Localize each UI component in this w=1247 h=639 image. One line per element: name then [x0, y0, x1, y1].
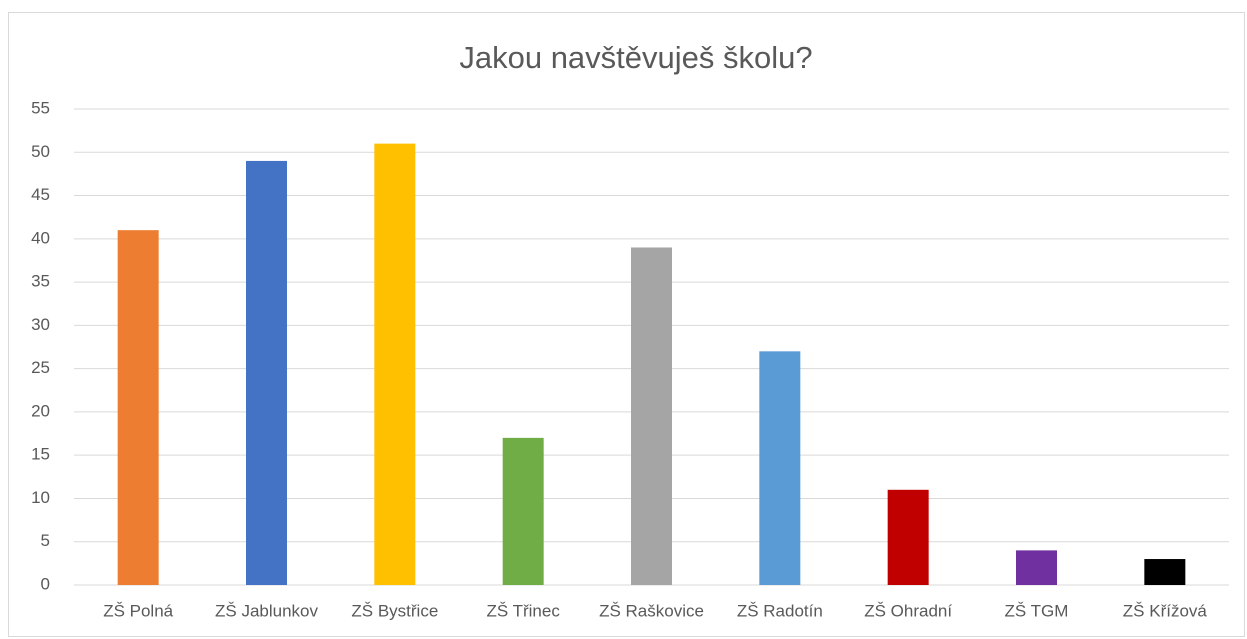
x-tick-label: ZŠ Jablunkov	[215, 601, 318, 620]
x-tick-label: ZŠ Radotín	[737, 601, 823, 620]
x-tick-label: ZŠ Raškovice	[599, 601, 704, 620]
x-tick-label: ZŠ Bystřice	[351, 601, 438, 620]
x-tick-label: ZŠ Třinec	[486, 601, 560, 620]
bar	[374, 143, 416, 586]
y-tick-label: 40	[31, 228, 50, 247]
bar	[1144, 559, 1186, 585]
y-tick-label: 50	[31, 142, 50, 161]
bar	[117, 230, 159, 585]
x-tick-label: ZŠ Křížová	[1123, 601, 1208, 620]
y-tick-label: 35	[31, 272, 50, 291]
y-tick-label: 55	[31, 98, 50, 117]
y-tick-label: 10	[31, 488, 50, 507]
y-tick-label: 45	[31, 185, 50, 204]
bar	[631, 247, 672, 586]
bar	[759, 351, 801, 585]
y-tick-label: 15	[31, 445, 50, 464]
y-tick-label: 25	[31, 358, 50, 377]
chart-border	[8, 12, 1245, 637]
y-tick-label: 20	[31, 401, 50, 420]
bar	[246, 160, 287, 585]
bar	[502, 437, 544, 585]
y-tick-label: 5	[41, 531, 50, 550]
x-tick-label: ZŠ TGM	[1005, 601, 1069, 620]
y-tick-label: 30	[31, 315, 50, 334]
x-tick-label: ZŠ Polná	[103, 601, 173, 620]
bar	[1016, 550, 1057, 585]
bar	[887, 489, 929, 585]
chart-title: Jakou navštěvuješ školu?	[459, 40, 812, 75]
y-tick-label: 0	[41, 574, 50, 593]
x-tick-label: ZŠ Ohradní	[864, 601, 952, 620]
